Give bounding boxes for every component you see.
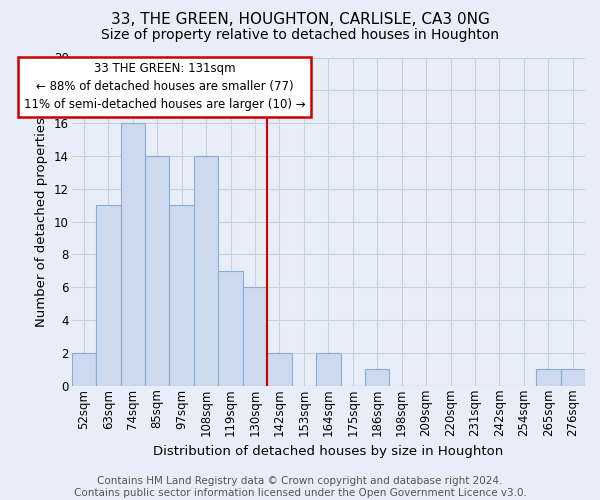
Text: Contains HM Land Registry data © Crown copyright and database right 2024.
Contai: Contains HM Land Registry data © Crown c… bbox=[74, 476, 526, 498]
Bar bbox=[218, 271, 243, 386]
Bar bbox=[169, 205, 194, 386]
Bar bbox=[121, 123, 145, 386]
Text: 33 THE GREEN: 131sqm
← 88% of detached houses are smaller (77)
11% of semi-detac: 33 THE GREEN: 131sqm ← 88% of detached h… bbox=[24, 62, 305, 112]
Bar bbox=[71, 353, 96, 386]
Bar bbox=[194, 156, 218, 386]
Bar bbox=[536, 370, 560, 386]
Text: 33, THE GREEN, HOUGHTON, CARLISLE, CA3 0NG: 33, THE GREEN, HOUGHTON, CARLISLE, CA3 0… bbox=[110, 12, 490, 28]
Bar bbox=[316, 353, 341, 386]
Bar bbox=[267, 353, 292, 386]
Y-axis label: Number of detached properties: Number of detached properties bbox=[35, 116, 49, 326]
X-axis label: Distribution of detached houses by size in Houghton: Distribution of detached houses by size … bbox=[153, 444, 503, 458]
Bar bbox=[145, 156, 169, 386]
Bar bbox=[243, 288, 267, 386]
Text: Size of property relative to detached houses in Houghton: Size of property relative to detached ho… bbox=[101, 28, 499, 42]
Bar bbox=[560, 370, 585, 386]
Bar bbox=[96, 205, 121, 386]
Bar bbox=[365, 370, 389, 386]
